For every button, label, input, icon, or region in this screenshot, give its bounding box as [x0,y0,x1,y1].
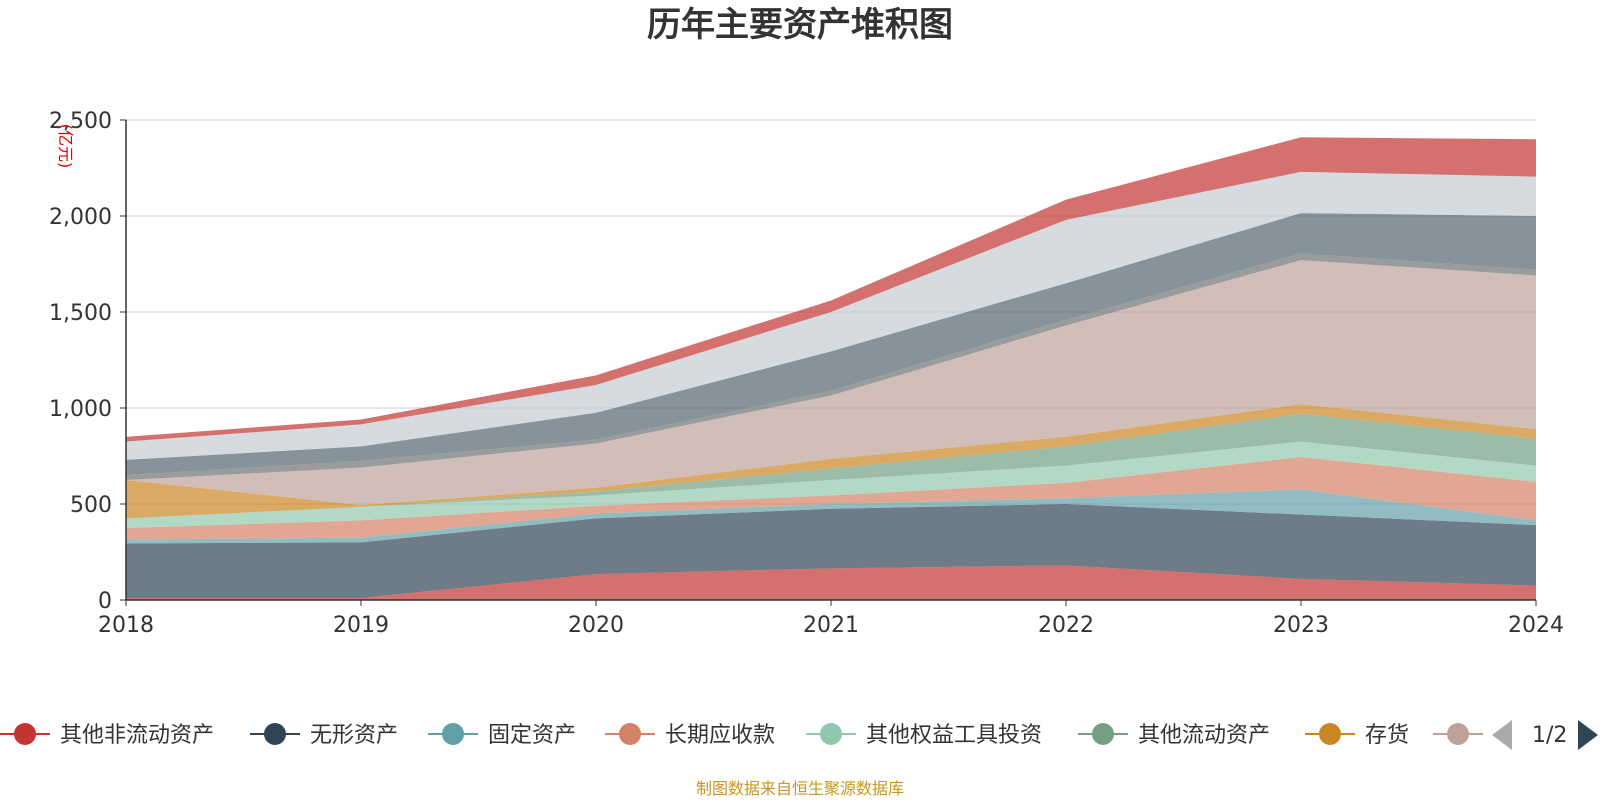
area-series-8 [126,260,1536,505]
legend-marker [1319,723,1341,745]
legend-next-page-icon[interactable] [1578,720,1598,750]
x-tick-label: 2018 [98,613,154,638]
legend-marker [619,723,641,745]
x-tick-label: 2023 [1273,613,1329,638]
legend-item-1[interactable]: 其他非流动资产 [0,723,214,748]
legend-pager: 1/2 [1492,720,1598,750]
legend-item-4[interactable]: 长期应收款 [605,723,775,748]
legend-item-6[interactable]: 其他流动资产 [1078,723,1270,748]
y-tick-label: 2,000 [49,205,112,230]
legend-marker [442,723,464,745]
legend-marker [1447,723,1469,745]
legend-item-3[interactable]: 固定资产 [428,723,576,748]
legend-item-5[interactable]: 其他权益工具投资 [806,723,1042,748]
legend-label: 存货 [1365,723,1409,748]
x-tick-label: 2021 [803,613,859,638]
area-series-6 [126,413,1536,519]
area-series-2 [126,504,1536,599]
x-axis-ticks: 2018 2019 2020 2021 2022 2023 2024 [98,600,1564,638]
legend-item-2[interactable]: 无形资产 [250,723,398,748]
legend-label: 其他流动资产 [1138,723,1270,748]
y-tick-label: 0 [98,589,112,614]
legend: 其他非流动资产 无形资产 固定资产 长期应收款 其他权益工具投资 其他流动资产 存货 [0,723,1483,748]
area-series-5 [126,441,1536,528]
legend-marker [1092,723,1114,745]
x-tick-label: 2020 [568,613,624,638]
legend-item-8[interactable] [1433,723,1483,745]
y-tick-label: 1,500 [49,301,112,326]
legend-label: 长期应收款 [665,723,775,748]
area-series-4 [126,456,1536,540]
area-series-10 [126,213,1536,476]
legend-marker [14,723,36,745]
x-tick-label: 2019 [333,613,389,638]
area-series-group [126,137,1536,600]
y-tick-label: 500 [70,493,112,518]
legend-label: 无形资产 [310,723,398,748]
area-series-11 [126,171,1536,460]
data-source-note: 制图数据来自恒生聚源数据库 [696,779,904,798]
legend-marker [264,723,286,745]
legend-marker [820,723,842,745]
legend-label: 其他非流动资产 [60,723,214,748]
y-axis-ticks: 0 500 1,000 1,500 2,000 2,500 [49,109,126,614]
area-series-7 [126,404,1536,519]
area-series-12 [126,137,1536,442]
legend-prev-page-icon[interactable] [1492,720,1512,750]
legend-page-indicator: 1/2 [1532,723,1567,748]
x-tick-label: 2024 [1508,613,1564,638]
legend-label: 固定资产 [488,723,576,748]
y-tick-label: 2,500 [49,109,112,134]
area-series-3 [126,489,1536,544]
legend-item-7[interactable]: 存货 [1305,723,1409,748]
y-tick-label: 1,000 [49,397,112,422]
chart-title: 历年主要资产堆积图 [647,5,953,45]
y-axis-unit: (亿元) [56,124,75,169]
x-tick-label: 2022 [1038,613,1094,638]
area-series-1 [126,565,1536,600]
legend-label: 其他权益工具投资 [866,723,1042,748]
